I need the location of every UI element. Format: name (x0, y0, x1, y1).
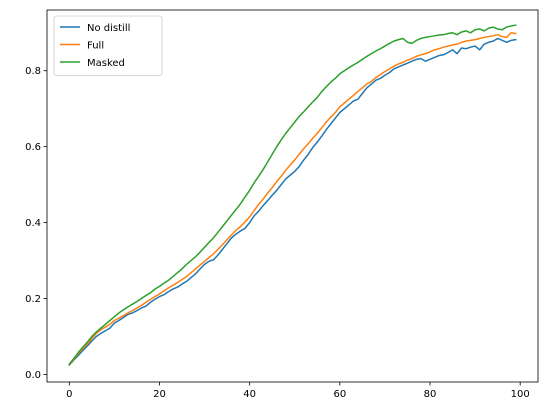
x-axis: 0 20 40 60 80 100 (66, 382, 530, 400)
y-tick-label: 0.2 (25, 294, 41, 305)
y-tick-label: 0.0 (25, 370, 41, 381)
x-tick-label: 20 (153, 389, 166, 400)
legend-label-2: Masked (87, 58, 125, 69)
legend: No distill Full Masked (53, 15, 163, 76)
series-line-2 (68, 24, 517, 366)
y-tick-label: 0.8 (25, 66, 41, 77)
x-tick-label: 40 (243, 389, 256, 400)
axes-frame (46, 9, 539, 383)
y-axis: 0.0 0.2 0.4 0.6 0.8 (25, 66, 47, 381)
y-tick-label: 0.4 (25, 218, 41, 229)
x-tick-label: 60 (333, 389, 346, 400)
x-tick-label: 0 (66, 389, 72, 400)
x-tick-label: 80 (424, 389, 437, 400)
plot-lines (68, 24, 517, 366)
x-tick-label: 100 (511, 389, 530, 400)
y-tick-label: 0.6 (25, 142, 41, 153)
legend-label-0: No distill (87, 23, 130, 34)
legend-label-1: Full (87, 41, 104, 52)
series-line-1 (68, 32, 517, 366)
legend-box (53, 15, 163, 76)
series-line-0 (68, 37, 517, 366)
